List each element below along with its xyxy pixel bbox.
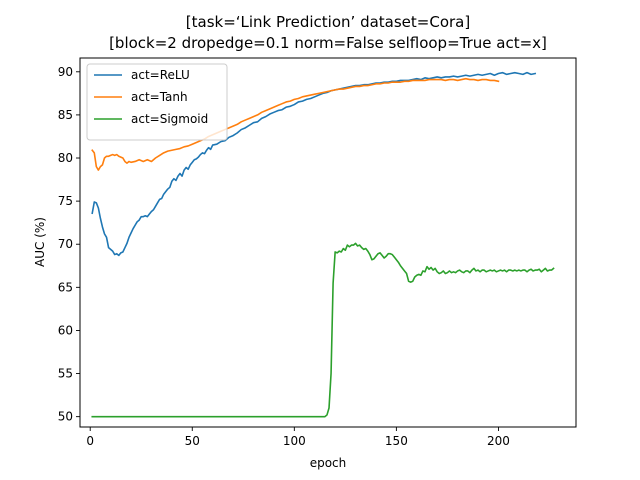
y-tick-label: 70 bbox=[58, 237, 73, 251]
chart-title: [task=‘Link Prediction’ dataset=Cora] bbox=[186, 13, 470, 31]
plot-frame bbox=[79, 57, 577, 428]
plot-lines bbox=[91, 71, 555, 418]
x-tick-label: 50 bbox=[185, 434, 200, 448]
x-tick-label: 200 bbox=[487, 434, 510, 448]
legend-label: act=Sigmoid bbox=[131, 112, 208, 126]
y-tick-label: 80 bbox=[58, 151, 73, 165]
x-tick-label: 100 bbox=[283, 434, 306, 448]
legend-label: act=Tanh bbox=[131, 90, 188, 104]
legend: act=ReLU act=Tanh act=Sigmoid bbox=[86, 63, 228, 141]
y-tick-label: 90 bbox=[58, 65, 73, 79]
y-tick-label: 60 bbox=[58, 323, 73, 337]
y-tick-label: 85 bbox=[58, 108, 73, 122]
series-line-act-tanh bbox=[91, 77, 500, 171]
y-axis-label: AUC (%) bbox=[33, 217, 47, 267]
x-tick-label: 150 bbox=[385, 434, 408, 448]
y-tick-label: 65 bbox=[58, 280, 73, 294]
x-axis-ticks: 0 50 100 150 200 bbox=[86, 427, 510, 448]
x-tick-label: 0 bbox=[86, 434, 94, 448]
series-line-act-sigmoid bbox=[91, 242, 555, 418]
y-axis-ticks: 50 55 60 65 70 75 80 85 90 bbox=[58, 65, 80, 424]
series-line-act-relu bbox=[91, 71, 537, 257]
x-axis-label: epoch bbox=[310, 456, 347, 470]
legend-box bbox=[86, 63, 228, 141]
legend-label: act=ReLU bbox=[131, 68, 190, 82]
y-tick-label: 55 bbox=[58, 367, 73, 381]
chart-subtitle: [block=2 dropedge=0.1 norm=False selfloo… bbox=[109, 34, 547, 52]
y-tick-label: 50 bbox=[58, 410, 73, 424]
y-tick-label: 75 bbox=[58, 194, 73, 208]
